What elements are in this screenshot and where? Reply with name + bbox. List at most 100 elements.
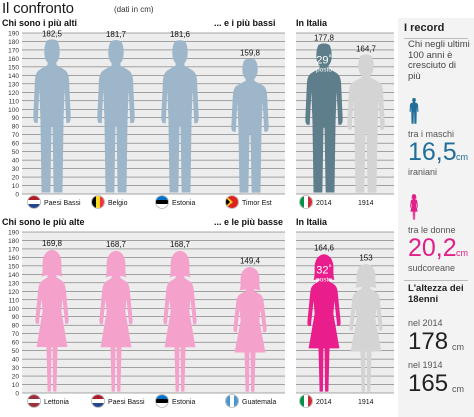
rank-word: posto xyxy=(316,66,332,73)
y-tick-label: 180 xyxy=(8,39,19,46)
value-label: 149,4 xyxy=(240,256,261,265)
rank-number: 29° xyxy=(316,53,331,66)
category-label: Belgio xyxy=(108,200,128,207)
divider xyxy=(404,280,468,281)
y-tick-label: 40 xyxy=(12,357,20,364)
y-tick-label: 160 xyxy=(8,255,19,262)
y-tick-label: 150 xyxy=(8,64,19,71)
y-tick-label: 160 xyxy=(8,56,19,63)
female-nation: sudcoreane xyxy=(408,263,456,273)
category-label: Estonia xyxy=(172,399,195,406)
female-figure-icon xyxy=(410,194,418,220)
female-label: tra le donne xyxy=(408,225,456,235)
y-tick-label: 120 xyxy=(8,289,19,296)
y-tick-label: 90 xyxy=(12,115,20,122)
y-tick-label: 80 xyxy=(12,124,20,131)
height-1914-value: 165 xyxy=(408,370,449,397)
value-label: 153 xyxy=(359,253,373,262)
y-tick-label: 20 xyxy=(12,175,20,182)
y-tick-label: 40 xyxy=(12,158,20,165)
records-question: Chi negli ultimi 100 anni è cresciuto di… xyxy=(408,39,470,82)
value-label: 168,7 xyxy=(170,240,191,249)
y-tick-label: 20 xyxy=(12,374,20,381)
header: Il confronto (dati in cm) xyxy=(0,0,474,18)
divider xyxy=(404,38,468,39)
height-2014-unit: cm xyxy=(452,342,464,352)
category-label: 2014 xyxy=(316,399,332,406)
y-tick-label: 0 xyxy=(15,192,19,199)
page-subtitle: (dati in cm) xyxy=(114,5,154,14)
y-tick-label: 0 xyxy=(15,391,19,398)
y-tick-label: 190 xyxy=(8,31,19,38)
y-tick-label: 140 xyxy=(8,272,19,279)
category-label: Paesi Bassi xyxy=(108,399,145,406)
estonia-flag-icon xyxy=(155,195,169,209)
y-tick-label: 110 xyxy=(9,297,20,304)
value-label: 182,5 xyxy=(42,29,63,38)
category-label: 2014 xyxy=(316,200,332,207)
category-label: Lettonia xyxy=(44,399,69,406)
page-title: Il confronto xyxy=(2,0,74,17)
height-2014-value: 178 xyxy=(408,328,449,355)
y-tick-label: 60 xyxy=(12,340,20,347)
y-tick-label: 140 xyxy=(8,73,19,80)
panel-title: Chi sono i più alti xyxy=(2,18,77,28)
panel-title: Chi sono le più alte xyxy=(2,217,85,227)
category-label: 1914 xyxy=(358,200,374,207)
male-growth-unit: cm xyxy=(456,152,468,162)
category-label: Estonia xyxy=(172,200,195,207)
value-label: 159,8 xyxy=(240,49,261,58)
y-tick-label: 120 xyxy=(8,90,19,97)
value-label: 169,8 xyxy=(42,239,63,248)
rank-number: 32° xyxy=(316,264,331,277)
latvia-flag-icon xyxy=(27,394,41,408)
netherlands-flag-icon xyxy=(27,195,41,209)
y-tick-label: 130 xyxy=(8,81,19,88)
y-tick-label: 50 xyxy=(12,348,20,355)
value-label: 164,7 xyxy=(356,44,377,53)
value-label: 168,7 xyxy=(106,240,127,249)
male-figure-icon xyxy=(409,98,419,124)
panel-title: In Italia xyxy=(296,217,328,227)
value-label: 177,8 xyxy=(314,33,335,42)
panel-title: In Italia xyxy=(296,18,328,28)
y-tick-label: 170 xyxy=(8,246,19,253)
estonia-flag-icon xyxy=(155,394,169,408)
y-tick-label: 150 xyxy=(8,263,19,270)
y-tick-label: 100 xyxy=(8,107,19,114)
y-tick-label: 100 xyxy=(8,306,19,313)
value-label: 181,7 xyxy=(106,30,127,39)
panel-subtitle: ... e le più basse xyxy=(214,217,283,227)
guatemala-flag-icon xyxy=(225,394,239,408)
y-tick-label: 30 xyxy=(12,365,20,372)
italy-men-panel: In Italia 177,8 164,7 29°posto 2014 1914 xyxy=(296,18,394,209)
year-1914-label: nel 1914 xyxy=(408,360,443,370)
category-label: Timor Est xyxy=(242,200,272,207)
records-sidebar: I record Chi negli ultimi 100 anni è cre… xyxy=(398,18,474,417)
age-title: L'altezza dei 18enni xyxy=(408,283,464,305)
records-title: I record xyxy=(404,22,445,34)
rank-word: posto xyxy=(316,277,332,284)
y-tick-label: 80 xyxy=(12,323,20,330)
italy-flag-icon xyxy=(299,394,313,408)
y-tick-label: 10 xyxy=(12,183,20,190)
category-label: Guatemala xyxy=(242,399,276,406)
y-tick-label: 10 xyxy=(12,382,20,389)
belgium-flag-icon xyxy=(91,195,105,209)
y-tick-label: 110 xyxy=(9,98,20,105)
y-tick-label: 90 xyxy=(12,314,20,321)
y-tick-label: 70 xyxy=(12,132,20,139)
netherlands-flag-icon xyxy=(91,394,105,408)
y-tick-label: 190 xyxy=(8,230,19,237)
plot-background xyxy=(296,33,394,194)
category-label: 1914 xyxy=(358,399,374,406)
italy-flag-icon xyxy=(299,195,313,209)
year-2014-label: nel 2014 xyxy=(408,318,443,328)
y-tick-label: 60 xyxy=(12,141,20,148)
female-growth-value: 20,2 xyxy=(408,234,457,262)
value-label: 181,6 xyxy=(170,30,191,39)
y-tick-label: 50 xyxy=(12,149,20,156)
panel-subtitle: ... e i più bassi xyxy=(214,18,276,28)
